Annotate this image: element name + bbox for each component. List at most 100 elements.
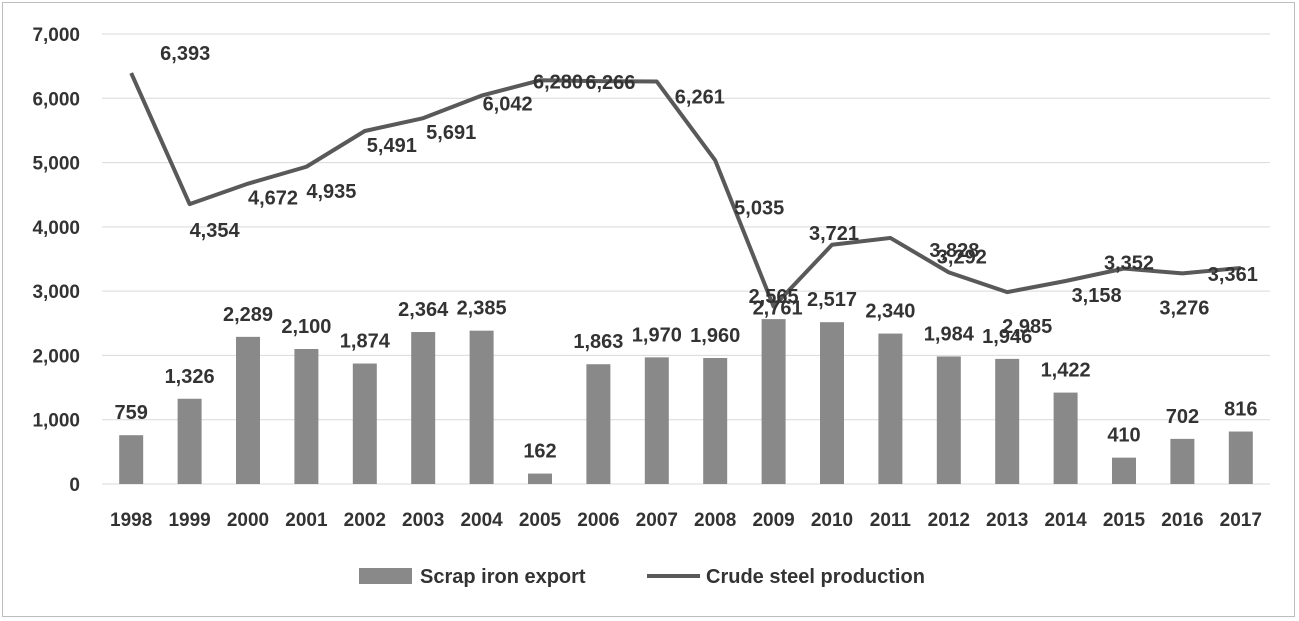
x-tick-label: 2002 — [344, 510, 386, 531]
bar-data-label: 2,289 — [223, 304, 273, 326]
bar-data-label: 2,565 — [749, 286, 799, 308]
x-tick-label: 2005 — [519, 510, 562, 531]
x-tick-label: 2017 — [1220, 510, 1262, 531]
x-tick-label: 2009 — [752, 510, 794, 531]
x-tick-label: 1998 — [110, 510, 152, 531]
bar-data-label: 2,340 — [865, 301, 915, 323]
bar-data-label: 1,326 — [165, 366, 215, 388]
bar-data-label: 2,364 — [398, 299, 449, 321]
bar-data-labels: 759 1,326 2,289 2,100 1,874 2,364 2,385 162 1,86… — [115, 286, 1258, 462]
line-data-label: 5,035 — [734, 197, 784, 219]
bar-data-label: 1,874 — [340, 331, 391, 353]
x-tick-label: 2013 — [986, 510, 1028, 531]
bar — [586, 364, 611, 484]
legend-label-scrap-iron-export: Scrap iron export — [420, 566, 586, 588]
bar-data-label: 2,385 — [457, 298, 507, 320]
x-tick-label: 2007 — [636, 510, 678, 531]
x-tick-label: 2003 — [402, 510, 444, 531]
bar — [1112, 457, 1136, 484]
line-data-label: 3,352 — [1104, 253, 1154, 275]
line-series-crude-steel-production — [129, 72, 1241, 309]
bar-series-scrap-iron-export — [119, 319, 1253, 484]
bar-data-label: 1,422 — [1041, 360, 1091, 382]
bar-data-label: 410 — [1107, 425, 1140, 447]
x-tick-label: 2014 — [1044, 510, 1087, 531]
line-data-label: 6,042 — [483, 94, 533, 116]
bar — [644, 357, 669, 484]
y-tick-label: 0 — [69, 475, 80, 496]
bar — [352, 363, 377, 484]
bar — [1053, 392, 1078, 484]
bar-data-label: 816 — [1224, 399, 1257, 421]
line-data-label: 6,266 — [585, 72, 635, 94]
line-data-label: 2,761 — [753, 298, 803, 320]
bar — [936, 356, 961, 484]
bar-data-label: 759 — [115, 402, 148, 424]
y-tick-label: 7,000 — [32, 25, 80, 46]
line-data-label: 3,361 — [1208, 264, 1258, 286]
y-tick-label: 4,000 — [32, 218, 80, 239]
line-data-label: 5,691 — [426, 122, 476, 144]
x-tick-label: 2011 — [870, 510, 912, 531]
bar — [1170, 438, 1195, 484]
x-tick-label: 2000 — [227, 510, 269, 531]
line-data-label: 2,985 — [1002, 316, 1052, 338]
bar-data-label: 1,863 — [573, 331, 623, 353]
legend-label-crude-steel-production: Crude steel production — [706, 566, 925, 588]
bar — [1228, 431, 1253, 484]
line-data-label: 3,292 — [937, 246, 987, 268]
x-tick-label: 2006 — [577, 510, 619, 531]
line-data-label: 4,672 — [248, 188, 298, 210]
bar — [294, 349, 319, 484]
bar-data-label: 1,946 — [982, 326, 1032, 348]
x-tick-label: 2016 — [1161, 510, 1203, 531]
bar — [236, 336, 260, 484]
bar-data-label: 1,960 — [690, 325, 740, 347]
y-tick-label: 1,000 — [32, 411, 80, 432]
legend-swatch-scrap-iron-export — [359, 568, 412, 584]
line-data-label: 3,721 — [809, 223, 859, 245]
bar — [703, 358, 728, 484]
line-data-label: 6,261 — [675, 87, 725, 109]
bar — [411, 332, 436, 484]
bar-data-label: 702 — [1166, 406, 1199, 428]
line-data-label: 3,158 — [1072, 285, 1122, 307]
y-tick-label: 2,000 — [32, 346, 80, 367]
bar — [119, 435, 144, 484]
legend: Scrap iron export Crude steel production — [359, 566, 925, 588]
line-data-label: 5,491 — [367, 135, 417, 157]
line-data-label: 4,354 — [190, 220, 241, 242]
x-tick-label: 2004 — [460, 510, 503, 531]
x-tick-label: 2001 — [285, 510, 328, 531]
y-axis: 0 1,000 2,000 3,000 4,000 5,000 6,000 7,000 — [32, 25, 80, 496]
bar — [469, 330, 494, 484]
y-tick-label: 5,000 — [32, 154, 80, 175]
line-data-label: 4,935 — [306, 181, 356, 203]
bar — [995, 358, 1020, 484]
bar-data-label: 162 — [523, 441, 556, 463]
bar — [177, 398, 202, 484]
y-tick-label: 3,000 — [32, 282, 80, 303]
bar-data-label: 1,970 — [632, 324, 682, 346]
x-tick-label: 2010 — [811, 510, 853, 531]
x-tick-label: 2012 — [928, 510, 970, 531]
x-axis: 1998 1999 2000 2001 2002 2003 2004 2005 2006 2007… — [110, 510, 1262, 531]
x-tick-label: 1999 — [168, 510, 210, 531]
bar-data-label: 2,517 — [807, 289, 857, 311]
bar — [878, 333, 903, 484]
line-data-label: 6,280 — [533, 71, 583, 93]
x-tick-label: 2008 — [694, 510, 736, 531]
x-tick-label: 2015 — [1103, 510, 1146, 531]
bar — [820, 322, 844, 484]
line-path — [129, 72, 1241, 309]
bar-data-label: 1,984 — [924, 323, 975, 345]
y-tick-label: 6,000 — [32, 89, 80, 110]
line-data-label: 3,828 — [929, 240, 979, 262]
line-data-label: 6,393 — [160, 43, 210, 65]
line-data-label: 3,276 — [1159, 297, 1209, 319]
bar — [528, 473, 552, 484]
bar-data-label: 2,100 — [281, 316, 331, 338]
line-data-labels: 6,393 4,354 4,672 4,935 5,491 5,691 6,0426,280… — [160, 43, 1258, 338]
